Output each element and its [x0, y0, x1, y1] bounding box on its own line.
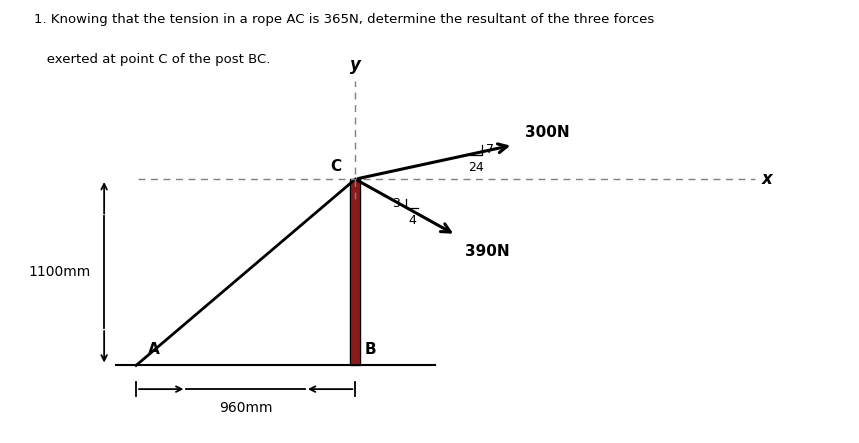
Text: A: A: [148, 342, 159, 357]
Text: 4: 4: [408, 214, 416, 227]
Text: 7: 7: [486, 144, 495, 156]
Text: B: B: [364, 342, 376, 357]
Text: exerted at point C of the post BC.: exerted at point C of the post BC.: [34, 53, 271, 66]
Text: 1100mm: 1100mm: [28, 265, 90, 279]
Text: 390N: 390N: [465, 244, 509, 259]
Text: y: y: [350, 56, 361, 74]
Polygon shape: [350, 179, 360, 365]
Text: x: x: [762, 170, 772, 188]
Text: 1. Knowing that the tension in a rope AC is 365N, determine the resultant of the: 1. Knowing that the tension in a rope AC…: [34, 13, 655, 26]
Text: C: C: [331, 159, 342, 174]
Text: 24: 24: [467, 161, 484, 174]
Text: 300N: 300N: [525, 125, 570, 140]
Text: 960mm: 960mm: [219, 401, 272, 415]
Text: 3: 3: [392, 197, 399, 210]
